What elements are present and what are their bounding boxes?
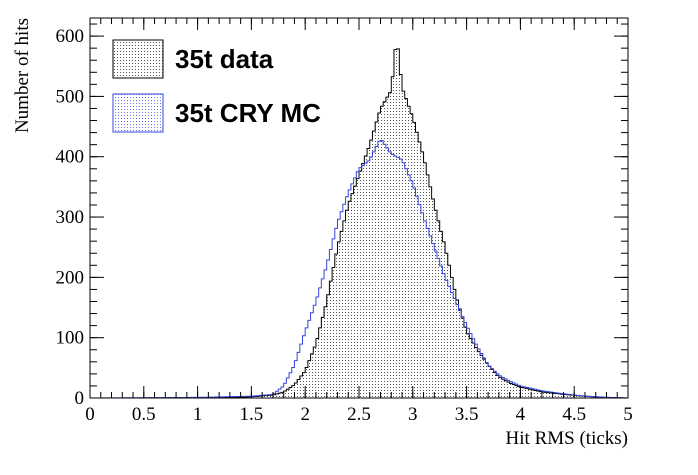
legend-label: 35t CRY MC (175, 98, 321, 128)
x-axis-title: Hit RMS (ticks) (506, 428, 628, 449)
legend-label: 35t data (175, 44, 274, 74)
x-tick-label: 2 (300, 404, 310, 425)
x-tick-label: 1 (193, 404, 203, 425)
x-tick-label: 4.5 (562, 404, 586, 425)
x-tick-label: 0 (85, 404, 95, 425)
legend: 35t data 35t CRY MC (112, 39, 321, 133)
y-tick-label: 200 (56, 267, 85, 288)
y-tick-label: 400 (56, 147, 85, 168)
x-tick-label: 1.5 (240, 404, 264, 425)
axes: 0 0.5 1 1.5 2 2.5 3 3.5 4 4.5 5 0 100 200 300 400 500 600… (12, 17, 633, 449)
x-tick-label: 5 (623, 404, 633, 425)
y-tick-label: 300 (56, 207, 85, 228)
y-tick-label: 600 (56, 26, 85, 47)
x-tick-label: 3 (408, 404, 418, 425)
y-tick-label: 100 (56, 328, 85, 349)
plot-area (89, 48, 629, 399)
y-axis-title: Number of hits (12, 18, 33, 133)
x-tick-label: 4 (516, 404, 526, 425)
x-tick-label: 2.5 (347, 404, 371, 425)
x-tick-label: 0.5 (132, 404, 156, 425)
histogram-35t-data (90, 48, 629, 399)
y-tick-label: 500 (56, 86, 85, 107)
histogram-35t-cry-mc (89, 140, 629, 399)
legend-swatch (112, 93, 164, 133)
x-tick-label: 3.5 (455, 404, 479, 425)
y-tick-label: 0 (75, 388, 85, 409)
legend-swatch (112, 39, 164, 79)
